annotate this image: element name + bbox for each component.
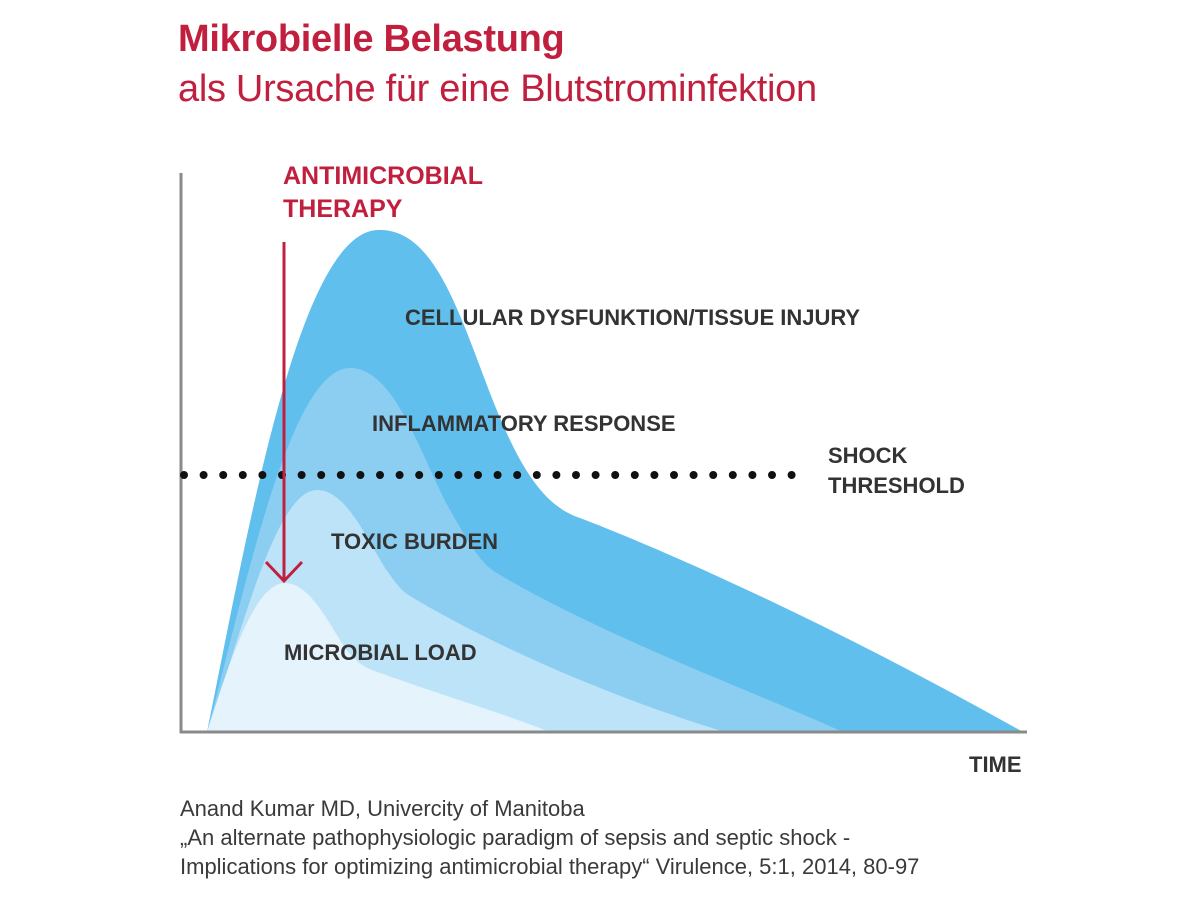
shock-threshold-label: SHOCK THRESHOLD [828,441,965,501]
therapy-label-line1: ANTIMICROBIAL [283,162,483,190]
source-citation: Anand Kumar MD, Univercity of Manitoba „… [180,794,919,881]
therapy-label-line2: THERAPY [283,195,403,223]
source-line3: Implications for optimizing antimicrobia… [180,854,920,879]
cellular-dysfunction-label: CELLULAR DYSFUNKTION/TISSUE INJURY [405,305,861,330]
source-line2: „An alternate pathophysiologic paradigm … [180,825,851,850]
microbial-load-label: MICROBIAL LOAD [284,640,477,665]
inflammatory-response-label: INFLAMMATORY RESPONSE [372,411,676,436]
shock-threshold-line1: SHOCK [828,443,908,468]
antimicrobial-therapy-label: ANTIMICROBIAL THERAPY [283,160,483,226]
toxic-burden-label: TOXIC BURDEN [331,529,499,554]
shock-threshold-line2: THRESHOLD [828,473,965,498]
source-line1: Anand Kumar MD, Univercity of Manitoba [180,796,585,821]
page-subtitle: als Ursache für eine Blutstrominfektion [178,68,817,110]
x-axis-label: TIME [969,752,1022,777]
microbial-load-curve [207,583,550,732]
page-title: Mikrobielle Belastung [178,18,565,60]
therapy-arrow-head [264,560,304,584]
